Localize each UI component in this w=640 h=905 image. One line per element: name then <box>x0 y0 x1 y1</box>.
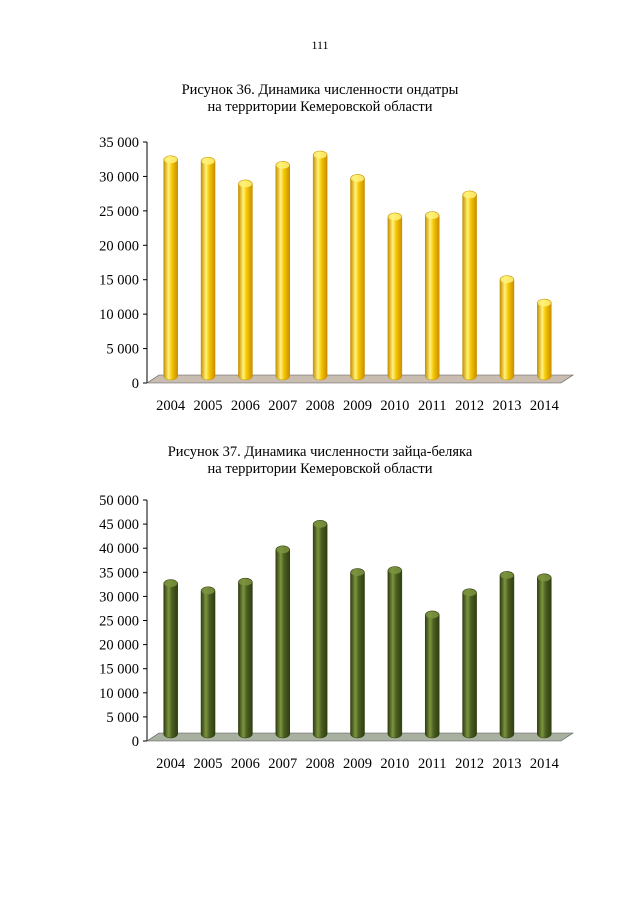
bar-2009 <box>350 568 365 739</box>
x-tick-label: 2013 <box>492 398 521 414</box>
bar-cap <box>313 151 327 159</box>
bar-cap <box>276 546 290 554</box>
y-tick-label: 0 <box>132 376 139 392</box>
bar-2007 <box>275 161 291 381</box>
y-tick-label: 25 000 <box>99 614 139 630</box>
chart-1-title: Рисунок 36. Динамика численности ондатры <box>181 82 459 98</box>
y-tick-label: 10 000 <box>99 686 139 702</box>
bar-2007 <box>275 545 291 739</box>
x-tick-label: 2006 <box>231 398 260 414</box>
bar-2005 <box>200 586 216 739</box>
bar-2005 <box>200 156 216 381</box>
chart-1-subtitle: на территории Кемеровской области <box>207 99 433 115</box>
chart-2-title: Рисунок 37. Динамика численности зайца-б… <box>167 444 473 460</box>
chart-2-subtitle: на территории Кемеровской области <box>207 461 433 477</box>
x-tick-label: 2008 <box>306 398 335 414</box>
x-tick-label: 2005 <box>194 398 223 414</box>
bar-cap <box>500 571 514 579</box>
x-tick-label: 2014 <box>530 756 560 772</box>
chart-1-caption: Рисунок 36. Динамика численности ондатры… <box>0 82 640 116</box>
y-tick-label: 50 000 <box>99 493 139 509</box>
bar-2010 <box>387 566 403 739</box>
bar-cap <box>425 611 439 619</box>
bar-2010 <box>387 212 403 381</box>
bar-cap <box>164 580 178 588</box>
y-tick-label: 30 000 <box>99 169 139 185</box>
y-tick-label: 30 000 <box>99 589 139 605</box>
y-tick-label: 25 000 <box>99 204 139 220</box>
bar-cap <box>201 157 215 165</box>
bar-cap <box>201 587 215 595</box>
x-tick-label: 2012 <box>455 756 484 772</box>
x-tick-label: 2011 <box>418 756 446 772</box>
x-tick-label: 2011 <box>418 398 446 414</box>
bar-2011 <box>424 211 440 381</box>
bar-2004 <box>163 579 178 739</box>
x-tick-label: 2012 <box>455 398 484 414</box>
y-tick-label: 20 000 <box>99 238 139 254</box>
x-tick-label: 2008 <box>306 756 335 772</box>
bar-2012 <box>462 190 477 381</box>
y-tick-label: 35 000 <box>99 565 139 581</box>
bar-cap <box>425 212 439 220</box>
x-tick-label: 2004 <box>156 398 186 414</box>
y-tick-label: 0 <box>132 734 139 750</box>
x-tick-label: 2009 <box>343 398 372 414</box>
bar-2013 <box>499 275 515 381</box>
bar-cap <box>351 568 364 576</box>
bar-cap <box>313 520 327 528</box>
page-number: 111 <box>311 38 329 52</box>
y-tick-label: 15 000 <box>99 662 139 678</box>
bar-2006 <box>238 179 253 381</box>
bar-2008 <box>312 519 328 739</box>
bar-cap <box>276 161 290 169</box>
bar-2013 <box>499 571 515 739</box>
y-tick-label: 10 000 <box>99 307 139 323</box>
y-tick-label: 35 000 <box>99 135 139 151</box>
bar-2012 <box>462 588 477 739</box>
bar-cap <box>164 156 178 164</box>
bar-cap <box>238 180 252 188</box>
bar-cap <box>463 589 477 597</box>
bar-2008 <box>312 150 328 381</box>
bar-2004 <box>163 155 178 381</box>
x-tick-label: 2014 <box>530 398 560 414</box>
bar-2011 <box>424 610 440 739</box>
x-tick-label: 2007 <box>268 398 297 414</box>
x-tick-label: 2010 <box>380 398 409 414</box>
bar-cap <box>388 567 402 575</box>
muskrat-population-chart: 0 5 000 10 000 15 000 20 000 25 000 30 000 35 0… <box>99 135 574 414</box>
bar-2014 <box>537 573 552 739</box>
x-tick-label: 2004 <box>156 756 186 772</box>
x-tick-label: 2007 <box>268 756 297 772</box>
x-tick-label: 2013 <box>492 756 521 772</box>
y-tick-label: 15 000 <box>99 273 139 289</box>
bar-cap <box>537 574 551 582</box>
y-tick-label: 40 000 <box>99 541 139 557</box>
bar-2006 <box>238 577 253 739</box>
y-tick-label: 20 000 <box>99 638 139 654</box>
x-tick-label: 2005 <box>194 756 223 772</box>
bar-2009 <box>350 174 365 381</box>
x-tick-label: 2009 <box>343 756 372 772</box>
x-tick-label: 2006 <box>231 756 260 772</box>
y-tick-label: 45 000 <box>99 517 139 533</box>
y-tick-label: 5 000 <box>106 342 139 358</box>
y-tick-label: 5 000 <box>106 710 139 726</box>
bar-cap <box>500 276 514 284</box>
bar-cap <box>463 191 477 199</box>
x-tick-label: 2010 <box>380 756 409 772</box>
hare-population-chart: 0 5 000 10 000 15 000 20 000 25 000 30 000 35 0… <box>99 493 574 772</box>
bar-cap <box>537 299 551 307</box>
bar-cap <box>388 213 402 221</box>
chart-2-caption: Рисунок 37. Динамика численности зайца-б… <box>0 444 640 478</box>
bar-2014 <box>537 298 552 381</box>
bar-cap <box>351 174 364 182</box>
bar-cap <box>238 578 252 586</box>
